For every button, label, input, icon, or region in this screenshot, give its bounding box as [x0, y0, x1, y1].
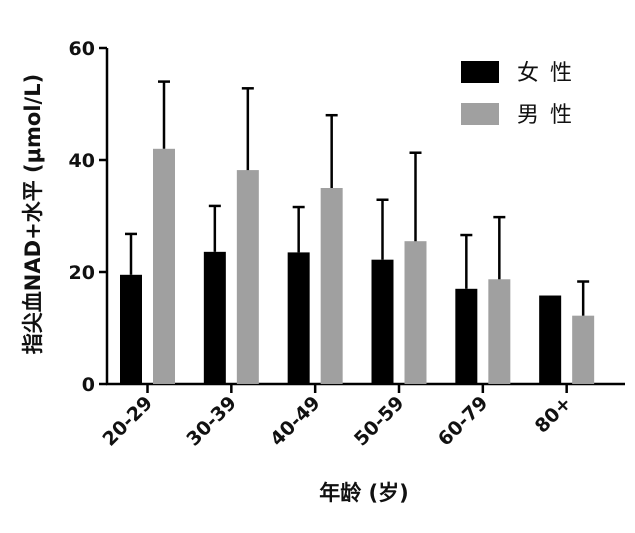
- x-category-label: 30-39: [182, 392, 241, 451]
- y-tick-label: 0: [82, 374, 95, 396]
- y-tick-label: 40: [69, 150, 95, 172]
- bar-male: [488, 279, 511, 384]
- bar-female: [203, 251, 226, 384]
- y-ticks: 0 20 40 60: [69, 38, 107, 396]
- bars: [120, 80, 595, 384]
- y-axis-title: 指尖血NAD+水平 (μmol/L): [21, 74, 45, 354]
- x-ticks: 20-29 30-39 40-49 50-59 60-79 80+: [99, 384, 577, 451]
- legend: 女 性 男 性: [461, 61, 574, 128]
- bar-female: [539, 295, 562, 384]
- x-category-label: 80+: [531, 392, 577, 438]
- x-category-label: 50-59: [350, 392, 409, 451]
- y-tick-label: 20: [69, 262, 95, 284]
- x-category-label: 40-49: [266, 392, 325, 451]
- bar-male: [404, 241, 427, 384]
- x-axis-title: 年龄 (岁): [319, 481, 409, 505]
- x-category-label: 60-79: [434, 392, 493, 451]
- bar-female: [287, 252, 310, 384]
- axes: [105, 48, 625, 386]
- bar-female: [371, 259, 394, 384]
- legend-label-female: 女 性: [517, 61, 574, 86]
- bar-female: [455, 288, 478, 384]
- y-tick-label: 60: [69, 38, 95, 60]
- bar-male: [320, 188, 343, 384]
- bar-female: [120, 274, 142, 384]
- legend-swatch-female: [461, 61, 499, 83]
- bar-male: [572, 315, 595, 384]
- bar-male: [153, 148, 175, 384]
- legend-label-male: 男 性: [517, 103, 574, 128]
- legend-swatch-male: [461, 103, 499, 125]
- bar-male: [236, 170, 259, 384]
- x-category-label: 20-29: [99, 392, 158, 451]
